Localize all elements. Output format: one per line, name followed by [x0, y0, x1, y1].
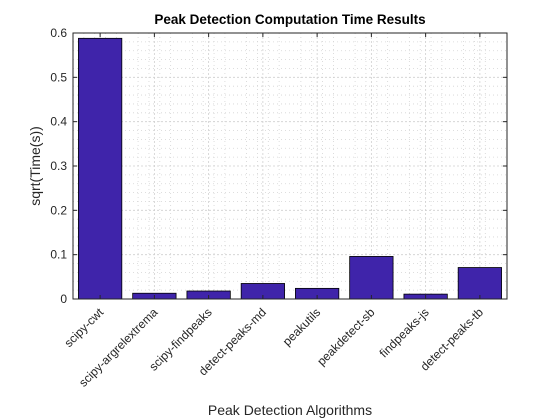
- y-tick-label: 0.6: [50, 26, 67, 40]
- y-tick-label: 0.1: [50, 248, 67, 262]
- bar-peakdetect-sb: [349, 256, 394, 300]
- y-tick-label: 0: [60, 292, 67, 306]
- bars: [78, 37, 502, 300]
- chart-title: Peak Detection Computation Time Results: [154, 12, 425, 27]
- grid: [73, 33, 507, 299]
- y-tick-label: 0.4: [50, 115, 67, 129]
- bar-detect-peaks-tb: [457, 267, 502, 300]
- y-tick-label: 0.3: [50, 159, 67, 173]
- y-tick-label: 0.5: [50, 70, 67, 84]
- y-axis-label: sqrt(Time(s)): [27, 126, 43, 206]
- y-axis-ticks: 0 0.1 0.2 0.3 0.4 0.5 0.6: [50, 26, 507, 306]
- bar-scipy-cwt: [78, 37, 123, 300]
- y-tick-label: 0.2: [50, 203, 67, 217]
- x-axis-label: Peak Detection Algorithms: [208, 402, 372, 418]
